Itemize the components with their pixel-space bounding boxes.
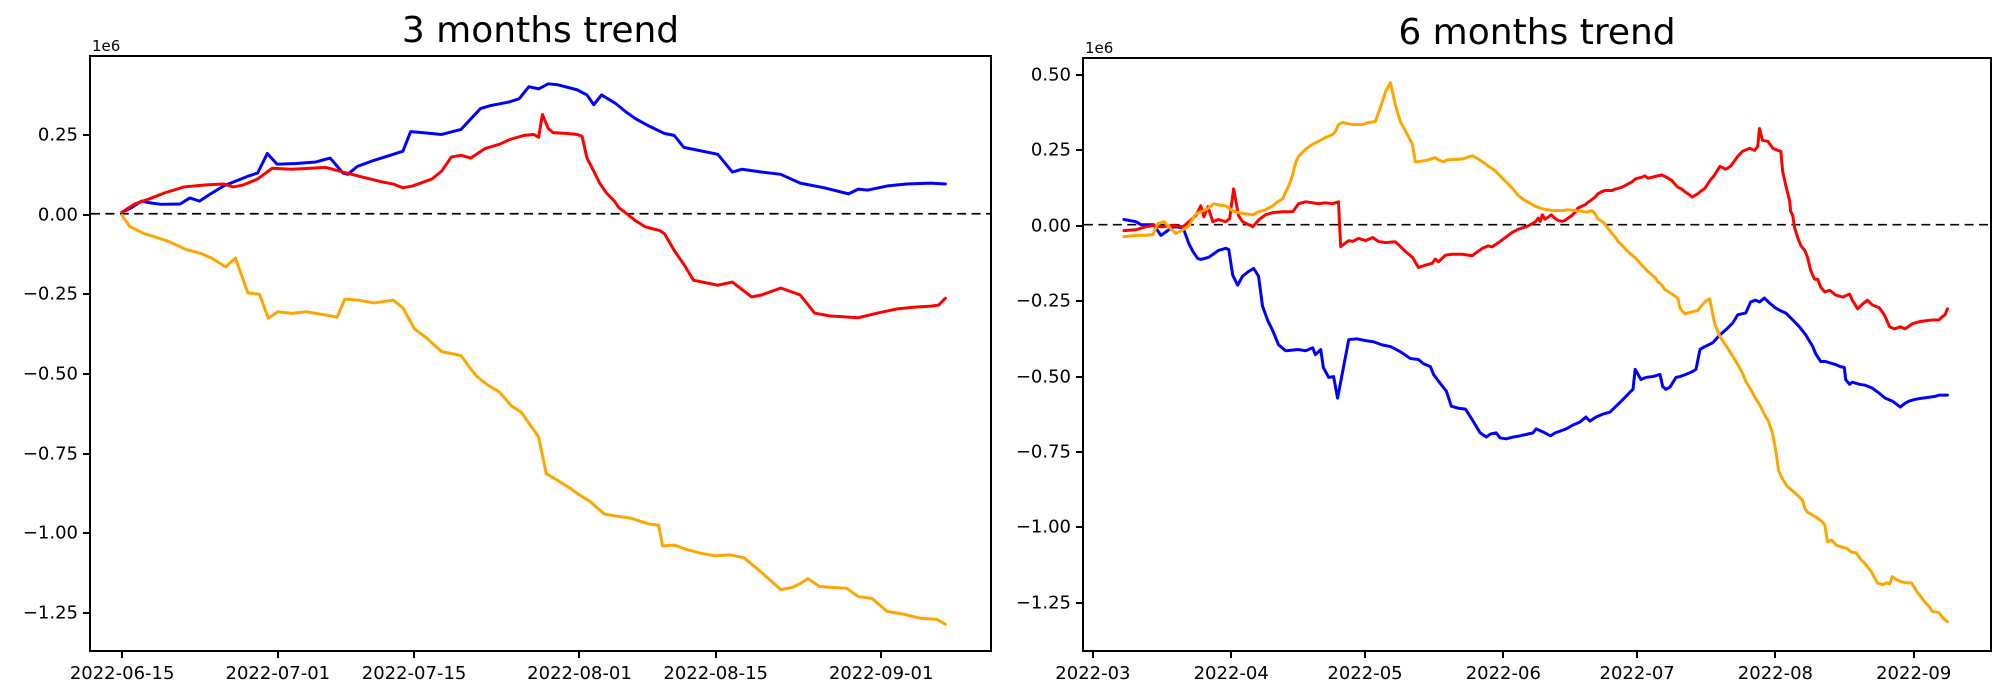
x-tick-mark xyxy=(276,650,279,658)
y-tick-mark xyxy=(1076,149,1084,152)
x-tick-mark xyxy=(880,650,883,658)
y-tick-label: 0.00 xyxy=(37,204,78,226)
x-tick-label: 2022-04 xyxy=(1193,663,1269,684)
series-line-blue xyxy=(120,82,947,214)
y-tick-mark xyxy=(83,134,91,137)
y-tick-mark xyxy=(1076,375,1084,378)
y-tick-mark xyxy=(83,452,91,455)
y-tick-label: −1.25 xyxy=(1015,592,1071,614)
y-tick-label: 0.25 xyxy=(37,124,78,146)
y-tick-mark xyxy=(1076,601,1084,604)
y-tick-mark xyxy=(1076,300,1084,303)
y-tick-label: −1.00 xyxy=(22,522,78,544)
series-line-blue xyxy=(1122,218,1949,441)
x-tick-mark xyxy=(1364,650,1367,658)
y-tick-label: −0.50 xyxy=(22,363,78,385)
series-line-red xyxy=(1122,127,1949,331)
y-axis-offset-label: 1e6 xyxy=(92,37,121,55)
subplot-6-months-trend: 6 months trend 1e6 0.50 0.25 0.00 −0.25 −0.5… xyxy=(1016,15,1992,684)
x-tick-label: 2022-07-15 xyxy=(361,663,467,684)
y-tick-label: −0.75 xyxy=(22,443,78,464)
x-tick-label: 2022-08-15 xyxy=(663,663,769,684)
series-line-red xyxy=(120,113,947,320)
x-tick-mark xyxy=(1912,650,1915,658)
y-tick-mark xyxy=(83,611,91,614)
x-tick-mark xyxy=(1502,650,1505,658)
plot-title: 3 months trend xyxy=(401,10,680,51)
plot-canvas xyxy=(91,82,990,626)
series-line-orange xyxy=(1122,81,1949,624)
y-tick-label: −0.50 xyxy=(1015,366,1071,388)
x-tick-label: 2022-07 xyxy=(1599,663,1675,684)
x-tick-label: 2022-07-01 xyxy=(225,663,331,684)
series-line-orange xyxy=(120,213,947,626)
y-tick-mark xyxy=(83,213,91,216)
y-tick-label: −0.75 xyxy=(1015,441,1071,463)
x-tick-mark xyxy=(1774,650,1777,658)
x-tick-label: 2022-09 xyxy=(1876,663,1952,684)
y-tick-mark xyxy=(1076,224,1084,227)
x-tick-mark xyxy=(578,650,581,658)
x-tick-label: 2022-08-01 xyxy=(527,663,632,684)
x-tick-mark xyxy=(121,650,124,658)
x-tick-label: 2022-03 xyxy=(1055,663,1131,684)
y-tick-label: −1.25 xyxy=(22,602,78,624)
y-tick-label: −0.25 xyxy=(1015,290,1071,312)
subplot-3-months-trend: 3 months trend 1e6 0.25 0.00 −0.25 −0.50 −0.… xyxy=(23,13,992,684)
x-tick-mark xyxy=(1636,650,1639,658)
x-tick-mark xyxy=(1230,650,1233,658)
x-tick-label: 2022-08 xyxy=(1737,663,1814,684)
y-tick-label: 0.25 xyxy=(1030,139,1071,161)
y-tick-label: 0.00 xyxy=(1030,215,1071,237)
y-tick-label: −0.25 xyxy=(22,283,78,305)
x-tick-mark xyxy=(413,650,416,658)
y-tick-mark xyxy=(1076,73,1084,76)
y-tick-mark xyxy=(83,372,91,375)
x-tick-mark xyxy=(1091,650,1094,658)
plot-title: 6 months trend xyxy=(1398,12,1676,53)
plot-canvas xyxy=(1084,81,1990,624)
x-tick-label: 2022-06 xyxy=(1465,663,1541,684)
x-tick-label: 2022-05 xyxy=(1327,663,1403,684)
x-tick-label: 2022-06-15 xyxy=(69,663,175,684)
y-tick-mark xyxy=(1076,450,1084,453)
y-tick-label: 0.50 xyxy=(1030,64,1071,86)
y-tick-label: −1.00 xyxy=(1015,516,1071,538)
y-tick-mark xyxy=(1076,526,1084,529)
x-tick-label: 2022-09-01 xyxy=(828,663,934,684)
x-tick-mark xyxy=(714,650,717,658)
y-tick-mark xyxy=(83,293,91,296)
y-tick-mark xyxy=(83,532,91,535)
y-axis-offset-label: 1e6 xyxy=(1085,39,1114,57)
